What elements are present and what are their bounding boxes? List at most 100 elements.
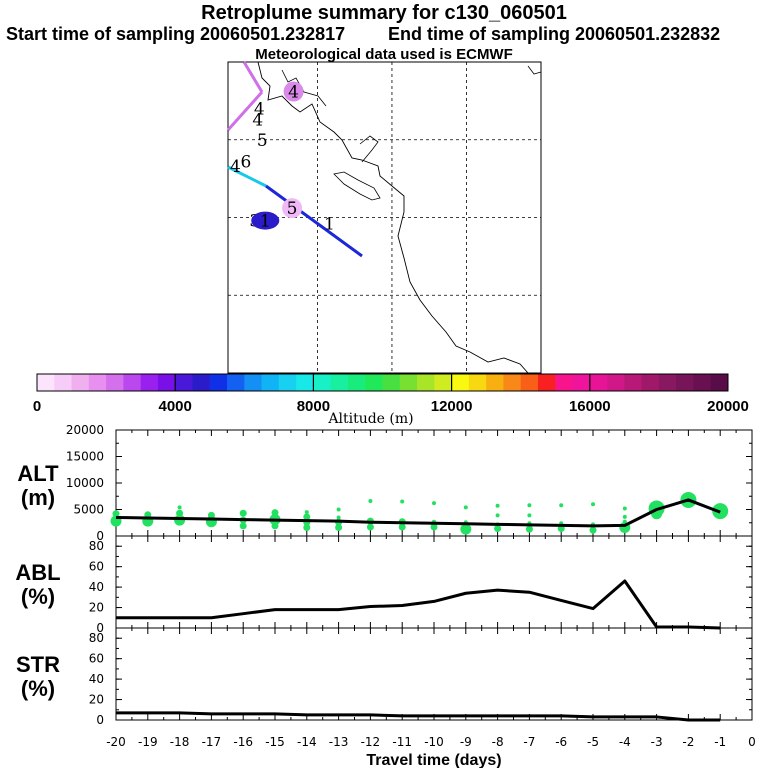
y-tick-label: 20: [89, 693, 104, 707]
altitude-dot: [112, 510, 120, 518]
x-tick-label: -1: [714, 735, 726, 749]
colorbar-cell: [572, 374, 591, 391]
colorbar-cell: [37, 374, 55, 391]
altitude-dot: [398, 523, 406, 531]
altitude-dot: [494, 525, 502, 533]
altitude-dot: [622, 519, 627, 524]
altitude-dot: [430, 523, 438, 531]
altitude-dot: [400, 499, 405, 504]
altitude-colorbar: 0 4000 8000 12000 16000 20000 Altitude (m): [33, 373, 749, 427]
colorbar-cell: [434, 374, 452, 391]
map-coastline-strait: [359, 135, 379, 163]
colorbar-cell: [658, 374, 677, 391]
altitude-dot: [303, 524, 311, 532]
colorbar-cell: [71, 374, 90, 391]
altitude-dot: [304, 510, 309, 515]
y-tick-label: 0: [96, 529, 104, 543]
trajectory-segment: [227, 165, 267, 188]
x-tick-label: -8: [492, 735, 504, 749]
colorbar-cell: [607, 374, 625, 391]
colorbar-cell: [330, 374, 349, 391]
colorbar-cell: [503, 374, 522, 391]
x-axis-title: Travel time (days): [366, 752, 501, 768]
altitude-dot: [239, 522, 247, 530]
met-data-label: Meteorological data used is ECMWF: [255, 46, 513, 63]
altitude-dot: [525, 525, 533, 533]
colorbar-cell: [296, 374, 314, 391]
y-tick-label: 10000: [66, 476, 104, 490]
y-tick-label: 40: [89, 580, 104, 594]
altitude-dot: [335, 524, 343, 532]
colorbar-tick-label: 12000: [431, 398, 473, 415]
altitude-dot: [177, 505, 182, 510]
altitude-dot: [432, 501, 436, 506]
x-tick-label: -12: [361, 735, 381, 749]
map-day-label: 4: [230, 157, 241, 177]
altitude-dot: [495, 503, 500, 508]
panel-str: 80 60 40 20 0 STR(%): [16, 627, 753, 727]
y-tick-label: 0: [96, 621, 104, 635]
map-day-label: 4: [288, 83, 299, 103]
colorbar-cell: [624, 374, 643, 391]
panel-label: ALT: [17, 461, 59, 486]
panel-abl: 80 60 40 20 0 ABL(%): [15, 535, 753, 635]
x-tick-label: -3: [651, 735, 663, 749]
colorbar-cell: [106, 374, 124, 391]
colorbar-cell: [382, 374, 401, 391]
trajectory-map: 4445465131: [226, 61, 542, 374]
colorbar-cell: [468, 374, 487, 391]
map-island: [333, 171, 381, 201]
x-tick-label: -18: [170, 735, 190, 749]
map-day-label: 4: [254, 100, 265, 120]
x-tick-label: -6: [555, 735, 567, 749]
altitude-dot: [239, 509, 247, 517]
map-coastline: [257, 61, 529, 374]
altitude-dot: [527, 513, 532, 518]
panel-unit: (%): [21, 676, 55, 701]
colorbar-cell: [641, 374, 660, 391]
x-tick-label: -9: [460, 735, 472, 749]
panel-alt: 20000 15000 10000 5000 0 ALT(m): [17, 423, 753, 543]
x-tick-label: -20: [106, 735, 126, 749]
y-tick-label: 80: [89, 631, 104, 645]
colorbar-cell: [157, 374, 176, 391]
x-tick-label: 0: [748, 735, 756, 749]
altitude-dot: [622, 506, 627, 511]
colorbar-cell: [261, 374, 280, 391]
map-plume-bubble: [283, 81, 304, 102]
y-tick-label: 5000: [73, 503, 104, 517]
colorbar-frame: [36, 373, 729, 392]
colorbar-cell: [140, 374, 159, 391]
start-time-label: Start time of sampling 20060501.232817: [6, 24, 346, 44]
x-tick-label: -5: [587, 735, 599, 749]
colorbar-cell: [88, 374, 107, 391]
trajectory-segment: [226, 90, 264, 132]
panel-unit: (%): [21, 584, 55, 609]
colorbar-cell: [54, 374, 72, 391]
colorbar-cell: [417, 374, 435, 391]
colorbar-cell: [520, 374, 539, 391]
colorbar-cell: [175, 374, 193, 391]
panel-label: STR: [16, 652, 60, 677]
map-day-label: 1: [260, 212, 271, 232]
map-day-label: 5: [287, 199, 298, 219]
colorbar-cell: [710, 374, 729, 391]
altitude-dot: [366, 523, 374, 531]
x-tick-label: -14: [297, 735, 317, 749]
colorbar-cell: [278, 374, 297, 391]
colorbar-cell: [347, 374, 366, 391]
colorbar-cell: [589, 374, 608, 391]
map-day-label: 5: [257, 131, 268, 151]
x-tick-label: -19: [138, 735, 158, 749]
altitude-dot: [591, 502, 595, 507]
colorbar-cell: [192, 374, 211, 391]
map-plume-bubble: [282, 198, 303, 219]
series-line-alt: [115, 498, 721, 528]
y-tick-label: 40: [89, 672, 104, 686]
colorbar-cell: [209, 374, 228, 391]
altitude-dot: [207, 511, 215, 519]
x-tick-label: -10: [424, 735, 444, 749]
colorbar-tick-label: 16000: [569, 398, 611, 415]
